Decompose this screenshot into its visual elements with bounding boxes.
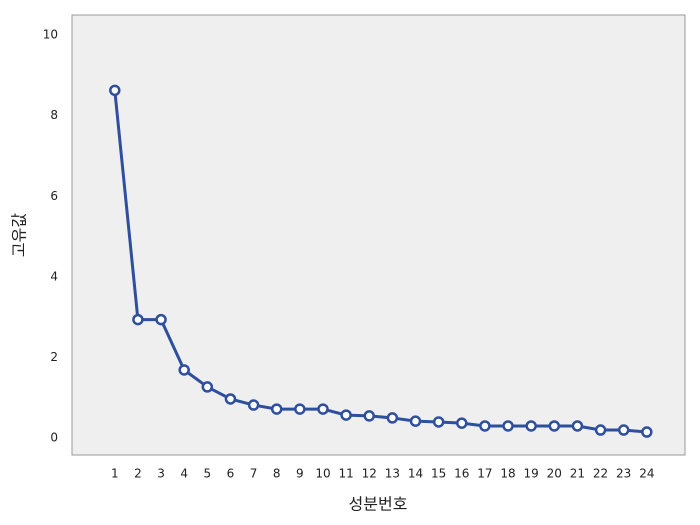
x-tick-label: 3 — [157, 467, 165, 481]
x-tick-label: 16 — [454, 467, 469, 481]
x-tick-label: 23 — [616, 467, 631, 481]
data-point — [132, 313, 144, 326]
data-point — [594, 424, 607, 436]
x-tick-label: 2 — [134, 467, 142, 481]
data-point — [270, 403, 283, 415]
data-point — [502, 420, 514, 432]
data-point — [178, 364, 190, 376]
data-point — [479, 420, 491, 432]
x-tick-label: 18 — [500, 467, 515, 481]
x-tick-label: 10 — [315, 467, 330, 481]
y-tick-label: 4 — [50, 269, 58, 283]
x-tick-label: 4 — [180, 467, 188, 481]
data-point — [317, 403, 329, 415]
x-tick-label: 24 — [639, 467, 654, 481]
x-tick-label: 8 — [273, 467, 281, 481]
x-tick-label: 5 — [204, 467, 212, 481]
x-axis-title: 성분번호 — [349, 495, 408, 514]
y-tick-label: 6 — [50, 189, 58, 203]
data-point — [617, 424, 630, 436]
x-tick-label: 12 — [362, 467, 377, 481]
y-tick-label: 8 — [50, 108, 58, 122]
plot-area — [71, 14, 686, 456]
x-tick-label: 21 — [570, 467, 585, 481]
y-tick-label: 10 — [43, 28, 58, 42]
x-tick-label: 9 — [296, 467, 304, 481]
data-point — [294, 403, 306, 415]
x-tick-label: 6 — [227, 467, 235, 481]
data-point — [548, 420, 561, 432]
data-point — [456, 417, 468, 429]
data-point — [571, 420, 584, 432]
y-axis-title: 고유값 — [10, 213, 29, 257]
data-point — [432, 416, 445, 428]
x-tick-label: 17 — [477, 467, 492, 481]
y-tick-label: 0 — [50, 431, 58, 445]
data-point — [409, 415, 422, 427]
y-tick-label: 2 — [50, 350, 58, 364]
x-tick-label: 11 — [338, 467, 353, 481]
data-point — [525, 420, 537, 432]
data-point — [363, 410, 375, 422]
data-point — [201, 381, 214, 393]
x-tick-label: 14 — [408, 467, 423, 481]
data-point — [247, 399, 260, 411]
x-tick-label: 22 — [593, 467, 608, 481]
data-point — [109, 84, 121, 97]
data-point — [224, 393, 237, 405]
x-tick-label: 19 — [524, 467, 539, 481]
x-tick-label: 7 — [250, 467, 258, 481]
data-point — [641, 426, 653, 438]
x-tick-label: 20 — [547, 467, 562, 481]
data-point — [155, 313, 167, 326]
x-tick-label: 1 — [111, 467, 119, 481]
data-point — [340, 409, 352, 421]
data-point — [386, 412, 399, 424]
x-tick-label: 15 — [431, 467, 446, 481]
x-tick-label: 13 — [385, 467, 400, 481]
